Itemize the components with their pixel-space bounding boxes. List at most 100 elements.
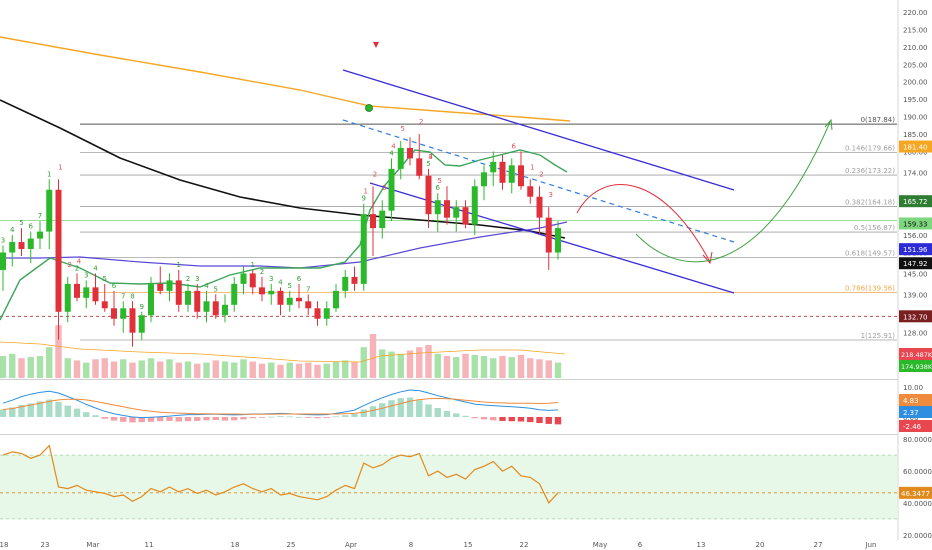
fibonacci-levels: 0(187.84) 0.146(179.66) 0.236(173.22) 0.382… bbox=[0, 116, 897, 341]
fib-level-label: 1(125.91) bbox=[861, 332, 896, 340]
x-tick-label: 18 bbox=[0, 541, 8, 549]
volume-bar bbox=[406, 350, 414, 378]
x-tick-label: 8 bbox=[409, 541, 413, 549]
volume-bar bbox=[46, 347, 53, 378]
fib-level-label: 0.5(156.87) bbox=[854, 224, 895, 232]
macd-histogram-bar bbox=[536, 417, 543, 423]
count-label-green: 3 bbox=[1, 237, 5, 245]
candle-body bbox=[360, 214, 367, 284]
volume-bar bbox=[434, 353, 441, 378]
volume-bar bbox=[212, 360, 219, 378]
macd-histogram-bar bbox=[175, 417, 182, 422]
candle-body bbox=[92, 287, 99, 302]
candle-body bbox=[425, 175, 432, 215]
macd-histogram-bar bbox=[388, 400, 395, 417]
candle-body bbox=[536, 196, 543, 218]
volume-bar bbox=[490, 358, 497, 378]
volume-bar bbox=[286, 362, 293, 378]
count-label-red: 3 bbox=[428, 153, 432, 161]
volume-bar bbox=[517, 354, 525, 378]
candle-body bbox=[175, 280, 182, 305]
volume-bar bbox=[73, 360, 81, 378]
x-tick-label: Apr bbox=[345, 541, 357, 549]
volume-bar bbox=[18, 358, 25, 378]
count-label-green: 2 bbox=[260, 268, 264, 276]
count-label-green: 5 bbox=[214, 285, 218, 293]
projection-green-arrowhead bbox=[824, 118, 833, 131]
trend-drawings[interactable] bbox=[342, 42, 833, 294]
candle-body bbox=[249, 273, 256, 288]
volume-bar bbox=[527, 358, 534, 378]
macd-histogram-bar bbox=[221, 417, 229, 421]
macd-histogram-bar bbox=[286, 416, 293, 418]
macd-histogram-bar bbox=[194, 417, 201, 421]
candle-body bbox=[508, 165, 515, 183]
x-tick-label: 22 bbox=[520, 541, 529, 549]
volume-bar bbox=[249, 361, 256, 378]
volume-bar bbox=[175, 362, 182, 378]
macd-y-tick-label: 10.00 bbox=[903, 384, 923, 392]
ma-200-line bbox=[0, 36, 571, 122]
signal-circle bbox=[365, 104, 373, 112]
moving-averages bbox=[0, 36, 571, 363]
macd-histogram-bar bbox=[240, 417, 247, 420]
count-label-red: 2 bbox=[373, 170, 377, 178]
candle-body bbox=[0, 252, 6, 270]
count-label-green: 3 bbox=[269, 275, 273, 283]
macd-histogram-bar bbox=[258, 417, 266, 418]
x-tick-label: 15 bbox=[464, 541, 473, 549]
volume-bar bbox=[508, 357, 515, 378]
time-axis[interactable]: 18 23 Mar 11 18 25 Apr 8 15 22 May 6 13 20 27 Jun bbox=[0, 541, 876, 549]
volume-bar bbox=[425, 345, 432, 378]
volume-bars bbox=[0, 325, 562, 378]
volume-bar bbox=[323, 363, 330, 378]
volume-bar bbox=[369, 334, 377, 378]
candlesticks[interactable] bbox=[0, 133, 561, 347]
price-labels: 181.40 165.72 159.33 151.96 147.92 132.70 218.… bbox=[899, 140, 932, 499]
candle-body bbox=[46, 189, 53, 232]
volume-bar bbox=[184, 361, 192, 378]
volume-label-text: 174.938K bbox=[901, 363, 932, 371]
price-label-text: 151.96 bbox=[903, 246, 928, 254]
macd-histogram-bar bbox=[425, 404, 432, 417]
fib-level-label: 0.236(173.22) bbox=[845, 167, 895, 175]
volume-bar bbox=[9, 353, 16, 378]
macd-panel[interactable] bbox=[0, 389, 562, 425]
count-label-red: 4 bbox=[391, 142, 396, 150]
macd-histogram-bar bbox=[36, 401, 44, 417]
count-label-green: 9 bbox=[362, 195, 366, 203]
volume-bar bbox=[203, 362, 210, 378]
volume-bar bbox=[157, 361, 164, 378]
ma-blue-line bbox=[0, 221, 568, 269]
macd-line bbox=[2, 389, 559, 419]
macd-label-box bbox=[899, 420, 932, 432]
volume-bar bbox=[314, 364, 321, 378]
macd-histogram-bar bbox=[184, 417, 192, 422]
volume-bar bbox=[443, 356, 451, 378]
count-label-green: 1 bbox=[47, 170, 51, 178]
volume-bar bbox=[379, 349, 386, 378]
rsi-panel[interactable] bbox=[0, 444, 897, 520]
macd-histogram-bar bbox=[369, 406, 377, 417]
count-label-red: 6 bbox=[512, 142, 517, 150]
y-tick-label: 215.00 bbox=[903, 26, 928, 34]
price-label-box bbox=[899, 195, 932, 208]
candle-body bbox=[222, 304, 228, 316]
count-label-red: 2 bbox=[68, 261, 72, 269]
volume-bar bbox=[138, 360, 145, 378]
count-label-green: 6 bbox=[297, 275, 302, 283]
candle-body bbox=[37, 231, 43, 239]
macd-histogram-bar bbox=[166, 417, 173, 421]
grid bbox=[0, 0, 899, 540]
count-label-red: 1 bbox=[58, 163, 62, 171]
macd-histogram-bar bbox=[231, 417, 238, 421]
macd-label-text: -2.46 bbox=[903, 423, 922, 431]
y-tick-label: 139.00 bbox=[903, 291, 928, 299]
macd-histogram-bar bbox=[9, 407, 16, 417]
candle-body bbox=[407, 147, 413, 159]
count-label-green: 5 bbox=[19, 219, 23, 227]
volume-bar bbox=[120, 359, 127, 378]
candle-body bbox=[518, 165, 524, 187]
macd-histogram-bar bbox=[471, 417, 478, 419]
